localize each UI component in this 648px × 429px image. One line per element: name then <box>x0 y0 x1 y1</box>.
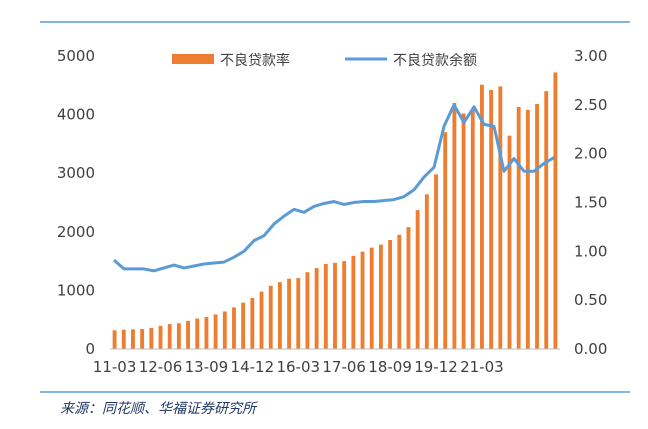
bar <box>351 255 356 349</box>
bar <box>305 272 310 349</box>
bar <box>204 317 209 349</box>
bar <box>167 324 172 349</box>
y-left-tick-label: 4000 <box>57 106 95 124</box>
bar <box>195 318 200 349</box>
bar <box>333 262 337 349</box>
bar <box>314 268 319 349</box>
bar <box>480 84 484 350</box>
y-right-tick-label: 0.50 <box>574 291 607 309</box>
x-tick-label: 16-03 <box>276 358 320 376</box>
bar <box>388 240 393 349</box>
bar <box>176 323 181 349</box>
x-tick-label: 21-03 <box>460 358 504 376</box>
x-tick-label: 18-09 <box>368 358 412 376</box>
y-left-tick-label: 2000 <box>57 223 95 241</box>
bar <box>424 194 429 349</box>
x-tick-label: 11-03 <box>93 358 137 376</box>
left-axis: 0 1000 2000 3000 4000 5000 <box>57 47 95 358</box>
legend-bar-swatch <box>172 54 214 64</box>
legend: 不良贷款率 不良贷款余额 <box>172 52 477 69</box>
y-right-tick-label: 1.00 <box>574 242 607 260</box>
y-right-tick-label: 0.00 <box>574 340 607 358</box>
bar <box>186 320 190 349</box>
bar <box>232 307 236 349</box>
line-series <box>113 103 555 273</box>
bar <box>342 261 347 349</box>
bar <box>360 251 365 349</box>
x-tick-label: 14-12 <box>231 358 275 376</box>
bar <box>222 311 227 349</box>
bar <box>535 104 539 349</box>
bar <box>277 282 282 349</box>
y-right-tick-label: 2.00 <box>574 145 607 163</box>
bar <box>268 285 273 349</box>
bar <box>406 227 411 349</box>
bar <box>213 314 218 349</box>
bar <box>516 106 521 349</box>
x-tick-label: 12-06 <box>139 358 183 376</box>
bar <box>369 247 374 349</box>
bar <box>323 264 328 349</box>
bar <box>259 291 264 349</box>
bar <box>489 89 494 350</box>
y-left-tick-label: 3000 <box>57 164 95 182</box>
bar <box>397 234 402 349</box>
bar <box>140 329 145 349</box>
y-left-tick-label: 0 <box>85 340 95 358</box>
x-tick-label: 17-06 <box>322 358 366 376</box>
bar <box>149 327 154 349</box>
bar <box>241 302 246 349</box>
x-axis: 11-03 12-06 13-09 14-12 16-03 17-06 18-09 19-12… <box>93 358 504 376</box>
bar <box>158 325 163 349</box>
bar <box>112 330 117 349</box>
y-right-tick-label: 1.50 <box>574 194 607 212</box>
bar <box>461 113 466 350</box>
legend-line-label: 不良贷款余额 <box>393 52 477 69</box>
source-note: 来源：同花顺、华福证券研究所 <box>60 401 256 417</box>
bar <box>131 329 135 349</box>
bar <box>498 86 503 349</box>
bar <box>553 72 558 349</box>
bar <box>378 244 383 349</box>
bar <box>470 109 475 349</box>
y-left-tick-label: 5000 <box>57 47 95 65</box>
y-right-tick-label: 3.00 <box>574 47 607 65</box>
bar-series <box>112 72 558 350</box>
bar <box>296 278 301 349</box>
y-left-tick-label: 1000 <box>57 281 95 299</box>
bar <box>415 210 420 349</box>
bar <box>544 91 549 349</box>
right-axis: 0.00 0.50 1.00 1.50 2.00 2.50 3.00 <box>574 47 607 358</box>
bar <box>250 298 255 349</box>
bar <box>287 278 292 349</box>
x-tick-label: 13-09 <box>185 358 229 376</box>
y-right-tick-label: 2.50 <box>574 96 607 114</box>
bar <box>525 109 530 349</box>
bar <box>507 135 512 349</box>
bar <box>452 102 457 349</box>
bar <box>434 174 438 349</box>
bar <box>443 132 448 349</box>
legend-bar-label: 不良贷款率 <box>220 52 290 69</box>
x-tick-label: 19-12 <box>414 358 458 376</box>
bar <box>121 329 126 349</box>
